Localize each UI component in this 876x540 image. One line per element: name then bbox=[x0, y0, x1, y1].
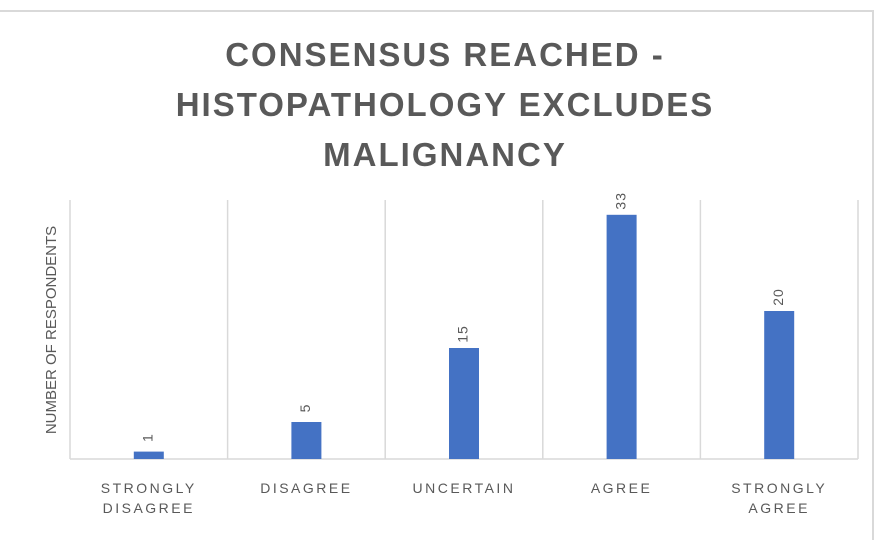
bar bbox=[449, 348, 479, 459]
x-tick-label: DISAGREE bbox=[260, 480, 353, 496]
data-label: 20 bbox=[770, 288, 786, 306]
bar bbox=[133, 451, 164, 459]
chart-title: CONSENSUS REACHED - HISTOPATHOLOGY EXCLU… bbox=[175, 36, 715, 173]
data-label: 5 bbox=[297, 404, 313, 413]
bar bbox=[606, 214, 637, 459]
y-axis-label: NUMBER OF RESPONDENTS bbox=[43, 226, 60, 434]
chart-frame bbox=[0, 10, 874, 540]
x-tick-label: STRONGLY AGREE bbox=[731, 480, 828, 516]
data-label: 1 bbox=[140, 433, 156, 442]
x-tick-label: UNCERTAIN bbox=[412, 480, 516, 496]
data-label: 15 bbox=[455, 325, 471, 343]
x-tick-label: STRONGLY DISAGREE bbox=[100, 480, 197, 516]
data-label: 33 bbox=[612, 192, 628, 210]
bar bbox=[764, 311, 795, 459]
bar bbox=[291, 422, 322, 459]
x-tick-label: AGREE bbox=[590, 480, 653, 496]
